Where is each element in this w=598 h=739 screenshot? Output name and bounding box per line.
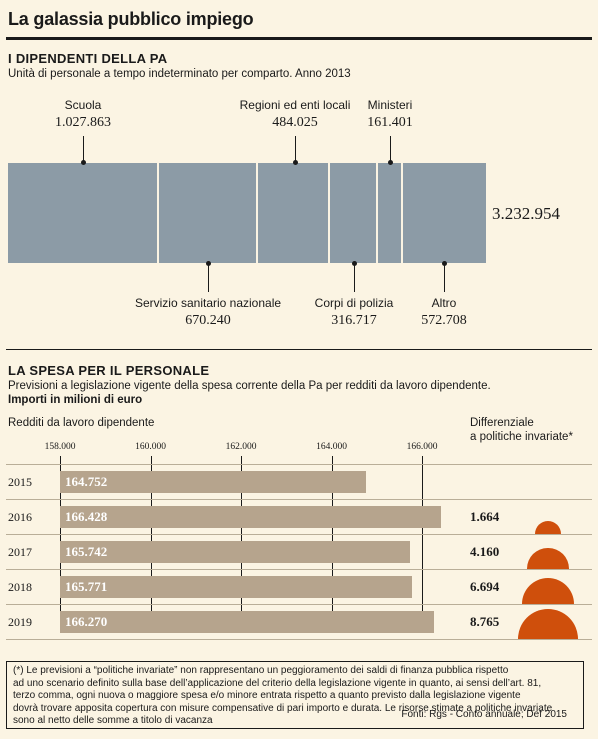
total-employees: 3.232.954 — [492, 204, 560, 223]
leader-line — [83, 136, 84, 163]
column-right-header-2: a politiche invariate* — [470, 431, 573, 443]
segment-value: 572.708 — [421, 313, 467, 328]
leader-line — [295, 136, 296, 163]
segment-corpi-di-polizia — [329, 163, 376, 263]
segment-value: 161.401 — [367, 115, 413, 130]
segment-label: Corpi di polizia — [314, 296, 394, 310]
segment-label: Servizio sanitario nazionale — [134, 296, 282, 310]
x-tick-label: 164.000 — [316, 442, 347, 452]
segment-label: Altro — [431, 296, 457, 310]
spending-bar — [60, 471, 366, 493]
differential-value: 1.664 — [470, 509, 500, 524]
year-label: 2015 — [8, 475, 32, 489]
differential-value: 4.160 — [470, 544, 500, 559]
segment-altro — [403, 163, 486, 263]
spending-bar-value: 164.752 — [65, 474, 108, 489]
section1-title: I DIPENDENTI DELLA PA — [8, 51, 168, 66]
unit-label: Importi in milioni di euro — [8, 394, 143, 406]
leader-line — [390, 136, 391, 163]
footnote-line: dovrà trovare apposita copertura con mis… — [13, 702, 553, 714]
section-divider — [6, 349, 592, 350]
segment-value: 316.717 — [331, 313, 377, 328]
footnote-line: ad uno scenario definito sulla base dell… — [13, 677, 542, 689]
differential-halfcircle — [527, 548, 569, 569]
spending-bar — [60, 576, 412, 598]
segment-label: Scuola — [64, 98, 102, 112]
spending-bar-value: 166.428 — [65, 509, 108, 524]
spending-bar — [60, 541, 411, 563]
segment-label: Ministeri — [367, 98, 413, 112]
leader-dot — [206, 261, 211, 266]
section2-title: LA SPESA PER IL PERSONALE — [8, 363, 210, 378]
footnote-line: (*) Le previsioni a “politiche invariate… — [13, 665, 509, 676]
segment-value: 670.240 — [185, 313, 231, 328]
spending-bar-value: 166.270 — [65, 614, 108, 629]
row-divider — [6, 639, 592, 640]
x-tick-label: 158.000 — [44, 442, 76, 452]
differential-value: 8.765 — [470, 614, 500, 629]
year-label: 2016 — [8, 510, 32, 524]
x-tick-label: 160.000 — [135, 442, 166, 452]
spending-bar-value: 165.771 — [65, 579, 108, 594]
footnote-line: sono al netto delle somme a titolo di va… — [13, 715, 213, 727]
column-right-header-1: Differenziale — [470, 417, 534, 429]
differential-halfcircle — [518, 609, 578, 639]
title-rule — [6, 37, 592, 40]
segment-regioni-ed-enti-locali — [257, 163, 328, 263]
section2-subtitle: Previsioni a legislazione vigente della … — [8, 380, 491, 392]
x-tick-label: 162.000 — [225, 442, 257, 452]
x-tick-line — [422, 456, 423, 631]
leader-line — [354, 263, 355, 292]
segment-servizio-sanitario-nazionale — [158, 163, 256, 263]
main-title: La galassia pubblico impiego — [8, 9, 254, 29]
row-divider — [6, 604, 592, 605]
segment-value: 1.027.863 — [55, 115, 111, 130]
spending-bar — [60, 506, 442, 528]
differential-halfcircle — [534, 520, 562, 534]
year-label: 2018 — [8, 580, 32, 594]
leader-dot — [388, 160, 393, 165]
segment-scuola — [8, 163, 157, 263]
row-divider — [6, 464, 592, 465]
leader-dot — [442, 261, 447, 266]
leader-line — [444, 263, 445, 292]
footnote: (*) Le previsioni a “politiche invariate… — [6, 661, 584, 729]
row-divider — [6, 569, 592, 570]
leader-dot — [81, 160, 86, 165]
year-label: 2017 — [8, 545, 32, 559]
year-label: 2019 — [8, 615, 32, 629]
leader-line — [208, 263, 209, 292]
row-divider — [6, 499, 592, 500]
source-credit: Fonti: Rgs - Conto annuale; Def 2015 — [401, 709, 567, 721]
segment-ministeri — [377, 163, 402, 263]
segment-label: Regioni ed enti locali — [239, 98, 351, 112]
row-divider — [6, 534, 592, 535]
leader-dot — [352, 261, 357, 266]
section1-subtitle: Unità di personale a tempo indeterminato… — [8, 68, 351, 80]
segment-value: 484.025 — [272, 115, 318, 130]
x-tick-label: 166.000 — [406, 442, 438, 452]
column-left-header: Redditi da lavoro dipendente — [8, 417, 155, 429]
footnote-line: terzo comma, ogni nuova o maggiore spesa… — [13, 690, 521, 702]
leader-dot — [293, 160, 298, 165]
differential-value: 6.694 — [470, 579, 500, 594]
spending-bar-value: 165.742 — [65, 544, 108, 559]
spending-bar — [60, 611, 435, 633]
differential-halfcircle — [521, 577, 575, 604]
